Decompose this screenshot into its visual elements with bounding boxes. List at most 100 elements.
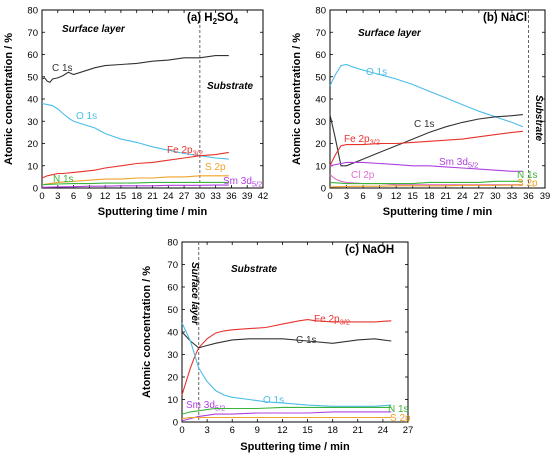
series-line-o-1s <box>41 102 229 160</box>
region-label-substrate: Substrate <box>231 264 278 275</box>
series-label-fe-2p3-2: Fe 2p3/2 <box>344 134 380 147</box>
x-tick-label: 3 <box>204 425 209 436</box>
panel-label: (c) NaOH <box>345 244 394 256</box>
series-label-o-1s: O 1s <box>366 67 387 78</box>
series-label-sm-3d5-2: Sm 3d5/2 <box>439 157 478 170</box>
y-tick-label: 80 <box>27 6 38 17</box>
series-label-part: Sm 3d <box>439 157 468 168</box>
y-tick-label: 0 <box>321 184 326 195</box>
region-label-substrate: Substrate <box>207 81 254 92</box>
series-label-part: 3/2 <box>370 138 380 147</box>
panel-b-chart: 0 3 6 9 12 15 18 21 24 27 30 33 36 390102030405060708… <box>291 6 550 219</box>
y-tick-label: 10 <box>167 395 178 406</box>
x-tick-label: 30 <box>195 191 206 202</box>
series-label-n-1s: N 1s <box>53 174 74 185</box>
series-label-n-1s: N 1s <box>517 170 538 181</box>
x-tick-label: 27 <box>474 191 485 202</box>
x-tick-label: 36 <box>226 191 237 202</box>
x-tick-label: 3 <box>55 191 60 202</box>
x-axis-label: Sputtering time / min <box>383 206 493 218</box>
series-line-n-1s <box>41 181 229 186</box>
series-label-part: Fe 2p <box>314 314 340 325</box>
series-label-part: C 1s <box>414 119 435 130</box>
series-label-part: N 1s <box>53 174 74 185</box>
x-tick-label: 24 <box>378 425 389 436</box>
region-label-surface-layer: Surface layer <box>62 24 126 35</box>
x-tick-label: 6 <box>71 191 76 202</box>
y-tick-label: 40 <box>315 95 326 106</box>
y-axis-label: Atomic concentration / % <box>291 33 303 165</box>
series-label-part: S 2p <box>390 413 411 424</box>
series-line-c-1s <box>181 331 392 349</box>
series-label-part: S 2p <box>517 178 538 189</box>
x-tick-label: 42 <box>258 191 269 202</box>
y-axis-label: Atomic concentration / % <box>141 266 153 398</box>
y-tick-label: 60 <box>167 283 178 294</box>
x-tick-label: 0 <box>327 191 332 202</box>
series-label-part: Sm 3d <box>223 176 252 187</box>
series-label-fe-2p3-2: Fe 2p3/2 <box>167 145 203 158</box>
x-tick-label: 27 <box>403 425 414 436</box>
panel-a-chart: 0 3 6 9 12 15 18 21 24 27 30 33 36 39 4201020304050607… <box>3 6 268 219</box>
y-tick-label: 50 <box>315 72 326 83</box>
x-tick-label: 0 <box>179 425 184 436</box>
series-label-part: O 1s <box>76 111 97 122</box>
y-tick-label: 30 <box>27 117 38 128</box>
x-tick-label: 36 <box>523 191 534 202</box>
x-tick-label: 12 <box>100 191 111 202</box>
y-tick-label: 70 <box>315 28 326 39</box>
y-tick-label: 40 <box>27 95 38 106</box>
x-axis-label: Sputtering time / min <box>240 441 350 453</box>
x-tick-label: 21 <box>147 191 158 202</box>
y-tick-label: 80 <box>315 6 326 17</box>
y-tick-label: 10 <box>315 161 326 172</box>
panel-label: (a) H2SO4 <box>187 12 239 26</box>
plot-frame <box>181 241 409 423</box>
series-label-part: 5/2 <box>252 180 262 189</box>
series-label-sm-3d5-2: Sm 3d5/2 <box>223 176 262 189</box>
series-line-c-1s <box>41 55 229 83</box>
x-axis-label: Sputtering time / min <box>98 206 208 218</box>
x-tick-label: 39 <box>540 191 550 202</box>
region-label-surface-layer: Surface layer <box>189 262 200 326</box>
y-tick-label: 80 <box>167 238 178 249</box>
series-line-o-1s <box>181 322 392 407</box>
y-tick-label: 70 <box>167 260 178 271</box>
series-line-sm-3d5-2 <box>329 161 523 172</box>
x-tick-label: 18 <box>131 191 142 202</box>
x-tick-label: 15 <box>407 191 418 202</box>
x-tick-label: 6 <box>360 191 365 202</box>
panel-label-part: (c) NaOH <box>345 244 394 256</box>
x-tick-label: 33 <box>210 191 221 202</box>
series-label-part: Fe 2p <box>167 145 193 156</box>
series-label-part: 3/2 <box>193 149 203 158</box>
series-line-o-1s <box>329 63 524 128</box>
series-line-n-1s <box>329 180 523 185</box>
series-line-fe-2p3-2 <box>181 319 392 396</box>
x-tick-label: 15 <box>116 191 127 202</box>
x-tick-label: 9 <box>377 191 382 202</box>
x-tick-label: 21 <box>352 425 363 436</box>
x-tick-label: 24 <box>457 191 468 202</box>
y-tick-label: 70 <box>27 28 38 39</box>
series-label-part: S 2p <box>205 162 226 173</box>
series-label-s-2p: S 2p <box>390 413 411 424</box>
y-tick-label: 30 <box>315 117 326 128</box>
series-line-c-1s <box>329 114 523 167</box>
x-tick-label: 30 <box>490 191 501 202</box>
y-tick-label: 60 <box>315 50 326 61</box>
panel-label-part: 4 <box>234 17 239 26</box>
series-label-part: N 1s <box>388 404 409 415</box>
series-label-s-2p: S 2p <box>517 178 538 189</box>
y-tick-label: 10 <box>27 161 38 172</box>
series-label-part: Fe 2p <box>344 134 370 145</box>
y-tick-label: 40 <box>167 328 178 339</box>
x-tick-label: 0 <box>39 191 44 202</box>
y-tick-label: 50 <box>167 305 178 316</box>
panel-label-part: SO <box>217 12 234 24</box>
x-tick-label: 9 <box>255 425 260 436</box>
series-label-o-1s: O 1s <box>263 395 284 406</box>
panel-label-part: 2 <box>213 17 218 26</box>
series-line-s-2p <box>329 184 523 188</box>
region-label-substrate: Substrate <box>533 95 544 142</box>
